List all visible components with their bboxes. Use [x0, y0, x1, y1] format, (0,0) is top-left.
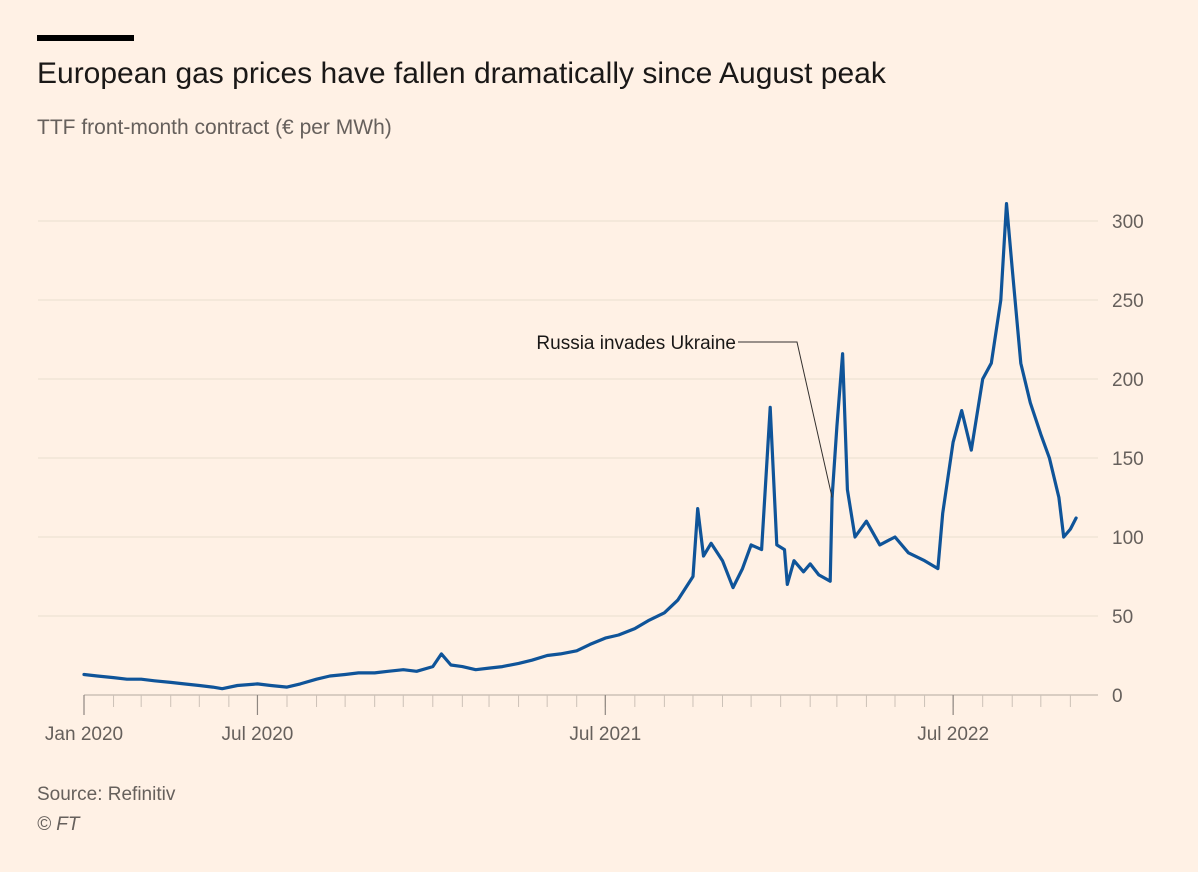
title-accent-bar [37, 35, 134, 41]
y-tick-label: 300 [1112, 212, 1144, 233]
y-tick-label: 50 [1112, 607, 1133, 628]
source-note: Source: Refinitiv [37, 784, 176, 805]
y-tick-label: 100 [1112, 528, 1144, 549]
x-tick-label: Jul 2020 [222, 724, 294, 745]
annotation-leader [738, 341, 833, 498]
gridlines [38, 220, 1098, 617]
x-tick-label: Jul 2021 [569, 724, 641, 745]
y-axis: 0 50 100 150 200 250 300 [1112, 212, 1144, 707]
x-tick-label: Jul 2022 [917, 724, 989, 745]
annotation-label: Russia invades Ukraine [536, 333, 736, 354]
y-tick-label: 150 [1112, 449, 1144, 470]
annotations: Russia invades Ukraine [536, 333, 833, 498]
y-tick-label: 200 [1112, 370, 1144, 391]
x-tick-label: Jan 2020 [45, 724, 123, 745]
y-tick-label: 250 [1112, 291, 1144, 312]
copyright-note: © FT [37, 814, 80, 835]
y-tick-label: 0 [1112, 686, 1123, 707]
series-layer [82, 202, 1078, 691]
chart-subtitle: TTF front-month contract (€ per MWh) [37, 116, 392, 139]
series-line [82, 202, 1078, 691]
x-axis: Jan 2020 Jul 2020 Jul 2021 Jul 2022 [45, 694, 1098, 745]
chart-title: European gas prices have fallen dramatic… [37, 57, 886, 90]
